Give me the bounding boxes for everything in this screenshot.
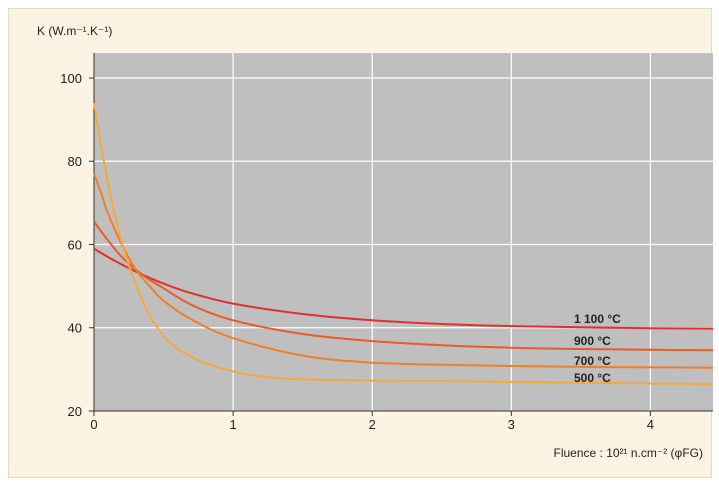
y-tick-label: 60	[68, 237, 82, 252]
series-line-700-c	[93, 173, 713, 369]
x-tick-label: 0	[90, 417, 97, 432]
series-label: 500 °C	[574, 371, 611, 385]
y-axis-title: K (W.m⁻¹.K⁻¹)	[37, 24, 112, 38]
x-tick-label: 2	[369, 417, 376, 432]
y-tick-label: 100	[60, 71, 82, 86]
series-labels: 1 100 °C 900 °C 700 °C 500 °C	[574, 312, 621, 385]
series-group	[93, 102, 713, 385]
x-axis-title: Fluence : 10²¹ n.cm⁻² (φFG)	[554, 446, 703, 460]
y-tick-label: 40	[68, 321, 82, 336]
grid	[94, 53, 713, 411]
x-tick-label: 1	[229, 417, 236, 432]
chart-figure: 0 1 2 3 4 20 40 60 80 100 1 100 °C 900 °C 700 °C 500…	[8, 8, 713, 478]
y-tick-label: 80	[68, 154, 82, 169]
chart-svg: 0 1 2 3 4 20 40 60 80 100 1 100 °C 900 °C 700 °C 500…	[37, 24, 713, 460]
x-tick-label: 3	[508, 417, 515, 432]
y-tick-label: 20	[68, 404, 82, 419]
series-label: 900 °C	[574, 334, 611, 348]
series-line-1-100-c	[93, 247, 713, 330]
plot-area	[94, 53, 713, 411]
series-label: 700 °C	[574, 354, 611, 368]
series-line-500-c	[93, 102, 713, 385]
axes: 0 1 2 3 4 20 40 60 80 100	[60, 53, 713, 432]
x-tick-label: 4	[647, 417, 654, 432]
series-label: 1 100 °C	[574, 312, 621, 326]
